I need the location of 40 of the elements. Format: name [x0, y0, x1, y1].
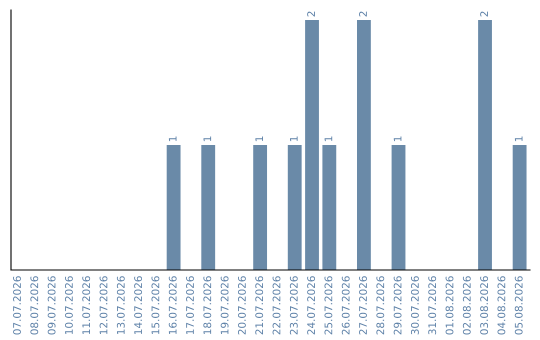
x-tick-label: 21.07.2026 — [255, 276, 264, 334]
x-tick-label: 15.07.2026 — [151, 276, 160, 334]
data-label: 1 — [290, 136, 298, 142]
data-label: 1 — [324, 136, 332, 142]
x-tick-label: 23.07.2026 — [290, 276, 298, 334]
x-tick-label: 04.08.2026 — [497, 276, 506, 335]
data-label: 2 — [359, 12, 367, 16]
x-tick-label: 09.07.2026 — [48, 276, 56, 335]
x-tick-label: 26.07.2026 — [342, 276, 350, 334]
x-tick-label: 08.07.2026 — [30, 276, 38, 335]
x-tick-label: 25.07.2026 — [324, 276, 332, 334]
data-label: 2 — [480, 12, 488, 16]
x-tick-label: 07.07.2026 — [13, 276, 21, 335]
x-tick-label: 13.07.2026 — [116, 276, 125, 334]
data-label: 1 — [168, 136, 176, 142]
data-label: 1 — [394, 136, 402, 142]
data-label: 1 — [514, 136, 522, 142]
x-tick-label: 10.07.2026 — [64, 276, 73, 334]
x-tick-label: 01.08.2026 — [446, 276, 454, 335]
x-tick-label: 20.07.2026 — [238, 276, 246, 334]
x-tick-label: 24.07.2026 — [307, 276, 316, 334]
x-tick-label: 18.07.2026 — [203, 276, 212, 334]
x-tick-label: 05.08.2026 — [514, 276, 523, 335]
x-tick-label: 22.07.2026 — [272, 276, 280, 334]
data-label: 1 — [204, 136, 212, 142]
x-tick-label: 27.07.2026 — [359, 276, 367, 334]
x-tick-label: 19.07.2026 — [220, 276, 229, 334]
x-tick-label: 11.07.2026 — [82, 276, 90, 334]
x-tick-label: 17.07.2026 — [186, 276, 194, 334]
x-tick-label: 12.07.2026 — [100, 276, 108, 334]
x-tick-label: 02.08.2026 — [462, 276, 471, 335]
x-tick-label: 14.07.2026 — [134, 276, 142, 334]
x-tick-label: 16.07.2026 — [168, 276, 177, 334]
data-label: 2 — [307, 12, 315, 16]
x-tick-label: 30.07.2026 — [410, 276, 419, 334]
x-tick-label: 03.08.2026 — [480, 276, 488, 335]
x-tick-label: 31.07.2026 — [428, 276, 436, 334]
data-label: 1 — [255, 136, 263, 142]
x-tick-label: 29.07.2026 — [394, 276, 402, 334]
x-tick-label: 28.07.2026 — [376, 276, 384, 334]
